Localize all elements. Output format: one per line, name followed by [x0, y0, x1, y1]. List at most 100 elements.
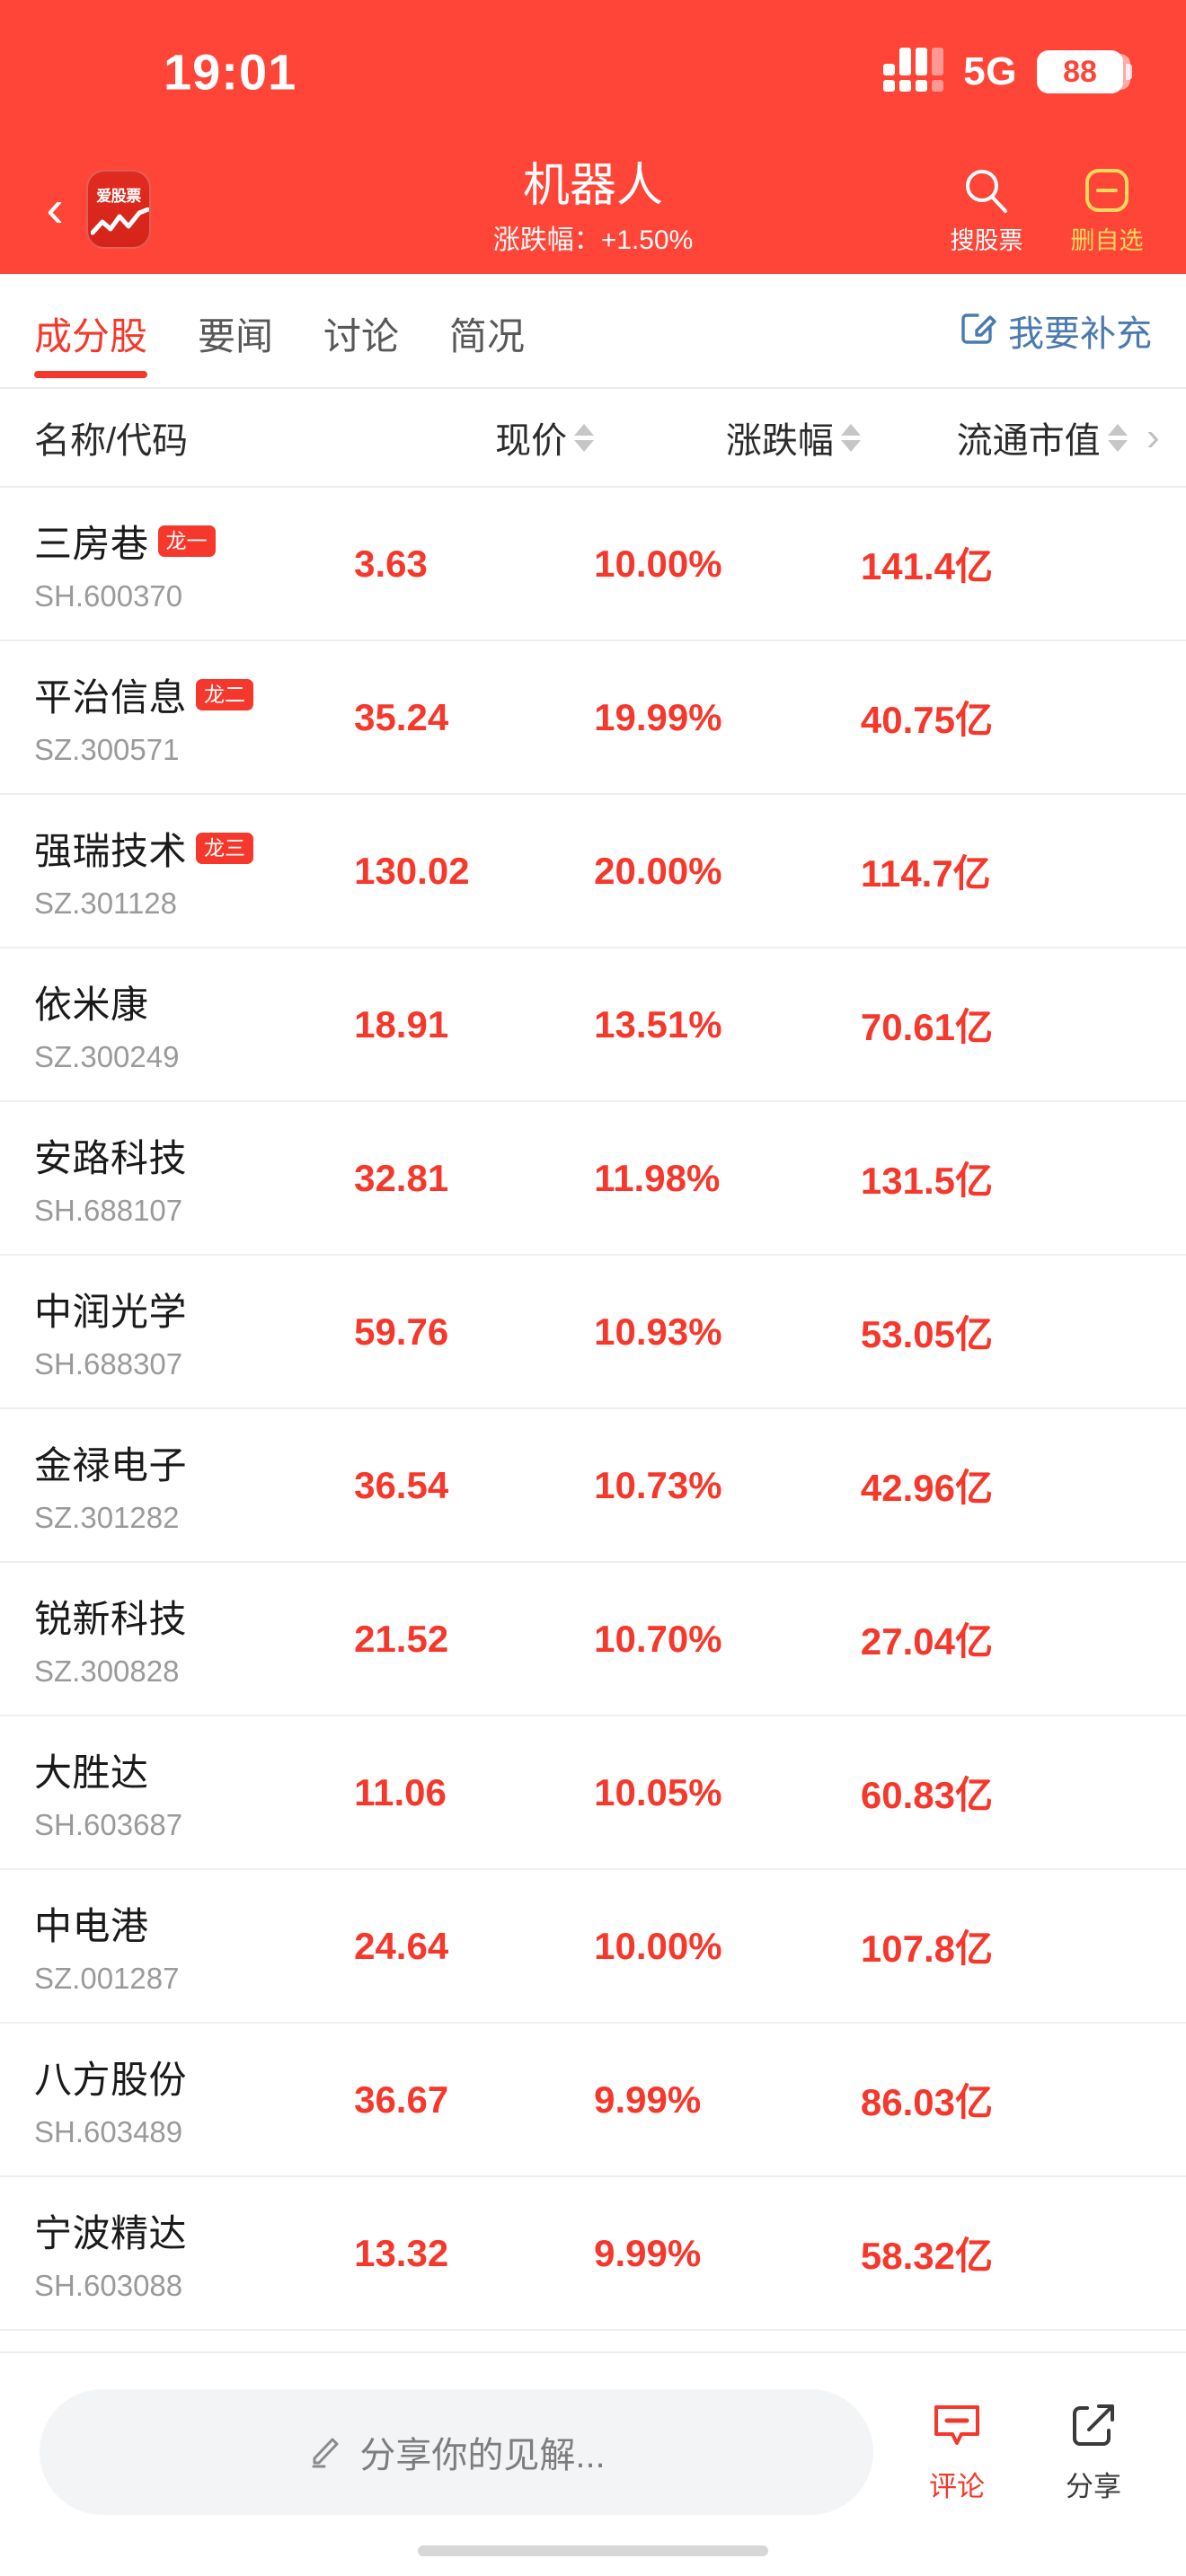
edit-square-icon [958, 306, 997, 355]
share-button[interactable]: 分享 [1040, 2389, 1146, 2504]
table-row[interactable]: 中润光学 SH.688307 59.76 10.93% 53.05亿 [0, 1256, 1186, 1409]
stock-code: SZ.301282 [34, 1501, 180, 1534]
stock-market-cap: 131.5亿 [860, 1160, 993, 1202]
stock-name: 金禄电子 [34, 1444, 188, 1486]
column-change-label: 涨跌幅 [725, 421, 834, 461]
back-chevron-icon[interactable]: ‹ [46, 179, 64, 238]
stock-name: 三房巷 [34, 523, 149, 565]
stock-code: SZ.300249 [34, 1040, 180, 1073]
stock-identity-cell: 金禄电子 SZ.301282 [34, 1435, 354, 1535]
stock-market-cap: 107.8亿 [860, 1928, 993, 1970]
stock-name-line: 宁波精达 [34, 2203, 354, 2258]
column-change-header[interactable]: 涨跌幅 [594, 411, 861, 463]
rank-badge: 龙三 [196, 833, 254, 864]
stock-price: 36.67 [354, 2078, 449, 2121]
stock-name-line: 强瑞技术 龙三 [34, 821, 354, 876]
tab-overview[interactable]: 简况 [449, 314, 526, 357]
table-column-header: 名称/代码 现价 涨跌幅 流通市值 › [0, 389, 1186, 488]
table-row[interactable]: 依米康 SZ.300249 18.91 13.51% 70.61亿 [0, 948, 1186, 1102]
table-row[interactable]: 中电港 SZ.001287 24.64 10.00% 107.8亿 [0, 1870, 1186, 2024]
stock-price: 32.81 [354, 1156, 449, 1199]
more-columns-button[interactable]: › [1128, 418, 1179, 457]
comment-input[interactable]: 分享你的见解... [40, 2389, 873, 2515]
nav-header: ‹ 爱股票 机器人 涨跌幅：+1.50% 搜股票 [0, 144, 1186, 274]
table-row[interactable]: 大胜达 SH.603687 11.06 10.05% 60.83亿 [0, 1716, 1186, 1870]
stock-price: 3.63 [354, 542, 428, 585]
column-name-header: 名称/代码 [34, 421, 189, 461]
stock-code: SZ.301128 [34, 887, 178, 920]
add-supplement-button[interactable]: 我要补充 [958, 304, 1152, 357]
stock-code: SH.603088 [34, 2269, 183, 2302]
marketcap-sort-icon[interactable] [1107, 423, 1128, 452]
stock-change-percent: 10.93% [594, 1310, 722, 1353]
stock-code: SH.688107 [34, 1194, 183, 1227]
table-row[interactable]: 平治信息 龙二 SZ.300571 35.24 19.99% 40.75亿 [0, 641, 1186, 795]
comment-button[interactable]: 评论 [904, 2389, 1010, 2504]
signal-bars-icon [883, 48, 944, 92]
stock-price: 11.06 [354, 1770, 447, 1813]
status-indicators: 5G 88 [883, 48, 1132, 94]
table-row[interactable]: 宁波精达 SH.603088 13.32 9.99% 58.32亿 [0, 2177, 1186, 2331]
search-icon [962, 162, 1011, 219]
stock-market-cap: 141.4亿 [860, 545, 993, 587]
stock-name-line: 大胜达 [34, 1742, 354, 1797]
stock-change-percent: 10.00% [594, 542, 722, 585]
stock-name: 依米康 [34, 984, 149, 1026]
price-sort-icon[interactable] [574, 423, 595, 452]
tab-constituents[interactable]: 成分股 [34, 274, 147, 387]
bottom-action-bar: 分享你的见解... 评论 分享 [0, 2351, 1186, 2576]
stock-market-cap: 53.05亿 [860, 1313, 993, 1355]
stock-name: 锐新科技 [34, 1598, 188, 1640]
stock-code: SH.600370 [34, 579, 183, 613]
stock-change-percent: 10.73% [594, 1463, 722, 1506]
pencil-icon [307, 2431, 345, 2474]
share-icon [1067, 2400, 1120, 2457]
stock-name: 安路科技 [34, 1137, 188, 1179]
tab-discussion[interactable]: 讨论 [323, 314, 400, 357]
stock-name-line: 平治信息 龙二 [34, 667, 354, 722]
search-stock-button[interactable]: 搜股票 [938, 162, 1035, 256]
stock-code: SZ.001287 [34, 1962, 180, 1995]
stock-name-line: 中润光学 [34, 1282, 354, 1337]
stock-list[interactable]: 三房巷 龙一 SH.600370 3.63 10.00% 141.4亿平治信息 龙二 SZ.3… [0, 488, 1186, 2351]
stock-code: SH.603489 [34, 2115, 183, 2148]
stock-code: SZ.300828 [34, 1654, 180, 1688]
table-row[interactable]: 锐新科技 SZ.300828 21.52 10.70% 27.04亿 [0, 1563, 1186, 1716]
stock-market-cap: 114.7亿 [860, 852, 991, 895]
stock-change-percent: 20.00% [594, 849, 722, 892]
stock-name-line: 三房巷 龙一 [34, 514, 354, 569]
remove-favorite-button[interactable]: 删自选 [1058, 162, 1155, 256]
stock-name-line: 八方股份 [34, 2050, 354, 2104]
change-sort-icon[interactable] [840, 423, 861, 452]
remove-favorite-label: 删自选 [1070, 227, 1144, 254]
table-row[interactable]: 三房巷 龙一 SH.600370 3.63 10.00% 141.4亿 [0, 488, 1186, 641]
stock-market-cap: 60.83亿 [860, 1774, 993, 1816]
column-price-header[interactable]: 现价 [354, 411, 595, 463]
tab-news[interactable]: 要闻 [198, 314, 274, 357]
logo-chart-line [91, 207, 149, 234]
stock-change-percent: 11.98% [594, 1156, 721, 1199]
network-type-label: 5G [963, 49, 1017, 93]
stock-price: 59.76 [354, 1310, 449, 1353]
app-logo[interactable]: 爱股票 [86, 169, 151, 249]
stock-identity-cell: 中润光学 SH.688307 [34, 1282, 354, 1381]
stock-market-cap: 70.61亿 [860, 1006, 993, 1048]
table-row[interactable]: 安路科技 SH.688107 32.81 11.98% 131.5亿 [0, 1102, 1186, 1256]
table-row[interactable]: 金禄电子 SZ.301282 36.54 10.73% 42.96亿 [0, 1409, 1186, 1563]
column-marketcap-header[interactable]: 流通市值 [861, 411, 1128, 463]
stock-market-cap: 42.96亿 [860, 1467, 993, 1509]
stock-name: 平治信息 [34, 676, 188, 719]
stock-identity-cell: 中电港 SZ.001287 [34, 1896, 354, 1996]
status-time: 19:01 [164, 43, 297, 101]
table-row[interactable]: 八方股份 SH.603489 36.67 9.99% 86.03亿 [0, 2024, 1186, 2177]
stock-code: SZ.300571 [34, 733, 180, 766]
stock-name: 中润光学 [34, 1291, 188, 1333]
share-label: 分享 [1066, 2471, 1121, 2502]
stock-name: 中电港 [34, 1905, 149, 1947]
stock-change-percent: 10.00% [594, 1924, 722, 1967]
stock-name: 宁波精达 [34, 2212, 188, 2254]
stock-price: 21.52 [354, 1617, 449, 1660]
table-row[interactable]: 强瑞技术 龙三 SZ.301128 130.02 20.00% 114.7亿 [0, 795, 1186, 948]
comment-placeholder: 分享你的见解... [359, 2436, 606, 2475]
